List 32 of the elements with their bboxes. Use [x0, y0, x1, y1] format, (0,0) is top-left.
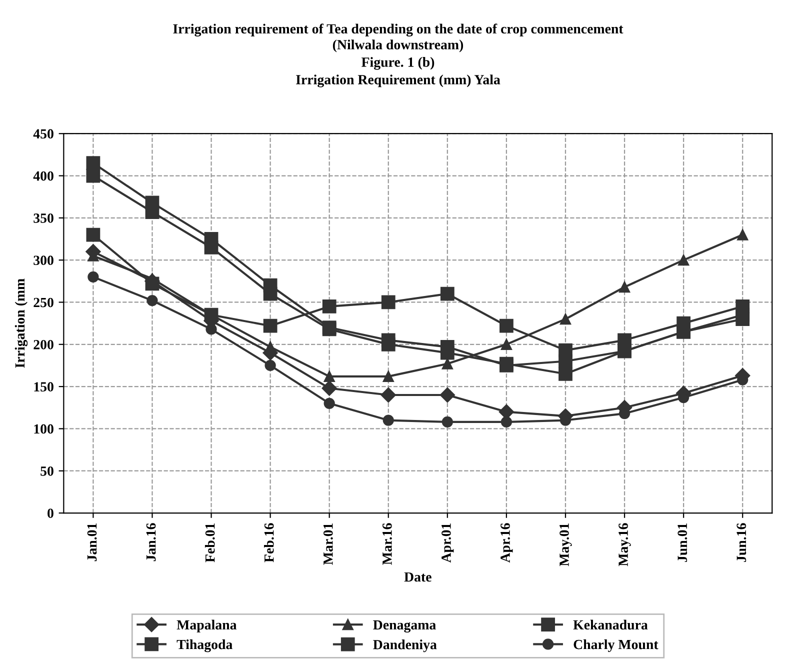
x-tick-label: Apr.01 — [442, 523, 454, 563]
x-tick-label: Jan.01 — [87, 523, 97, 562]
chart-subtitle: (Nilwala downstream) Figure. 1 (b) Irrigation Requirement (mm) Yala — [296, 40, 500, 88]
y-tick-label: 150 — [34, 382, 54, 392]
legend-label: Charly Mount — [574, 639, 658, 652]
y-tick-label: 200 — [34, 340, 54, 350]
x-tick-label: Mar.01 — [323, 523, 333, 565]
x-tick-label: Apr.16 — [500, 523, 513, 563]
x-tick-label: Jun.16 — [736, 523, 746, 562]
y-axis-title: Irrigation (mm — [14, 278, 28, 368]
x-tick-label: Feb.16 — [264, 523, 274, 562]
y-tick-label: 400 — [33, 171, 54, 181]
x-tick-label: Feb.01 — [204, 523, 215, 562]
y-tick-label: 50 — [40, 466, 54, 476]
legend-label: Denagama — [373, 620, 436, 632]
x-tick-label: Jun.01 — [678, 523, 688, 562]
legend-label: Tihagoda — [176, 639, 232, 652]
y-tick-label: 350 — [34, 214, 54, 223]
chart-title: Irrigation requirement of Tea depending on the date of crop commencement — [173, 24, 624, 36]
x-tick-label: May.16 — [618, 523, 631, 566]
legend-label: Kekanadura — [573, 620, 648, 630]
y-tick-label: 100 — [34, 424, 54, 434]
y-tick-label: 250 — [34, 298, 54, 308]
x-tick-label: May.01 — [560, 523, 572, 566]
legend-label: Dandeniya — [373, 640, 437, 652]
x-tick-label: Jan.16 — [146, 523, 156, 562]
y-tick-label: 450 — [33, 129, 54, 139]
x-axis-title: Date — [404, 572, 432, 582]
legend-label: Mapalana — [176, 620, 237, 632]
y-tick-label: 300 — [34, 256, 54, 266]
y-tick-label: 0 — [48, 508, 54, 518]
x-tick-label: Mar.16 — [382, 523, 392, 565]
